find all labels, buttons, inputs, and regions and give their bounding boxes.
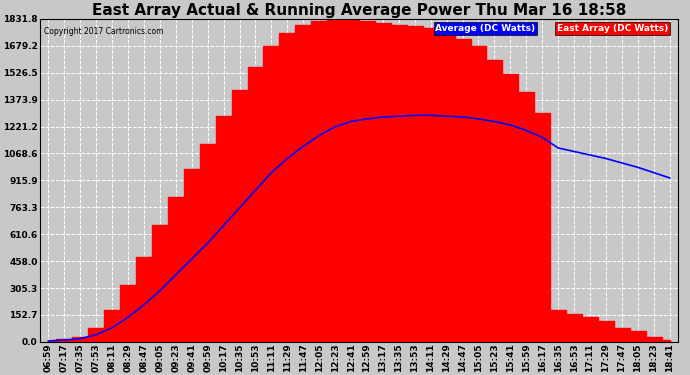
Title: East Array Actual & Running Average Power Thu Mar 16 18:58: East Array Actual & Running Average Powe… — [92, 3, 627, 18]
Text: Average (DC Watts): Average (DC Watts) — [435, 24, 535, 33]
Text: Copyright 2017 Cartronics.com: Copyright 2017 Cartronics.com — [43, 27, 163, 36]
Text: East Array (DC Watts): East Array (DC Watts) — [557, 24, 668, 33]
